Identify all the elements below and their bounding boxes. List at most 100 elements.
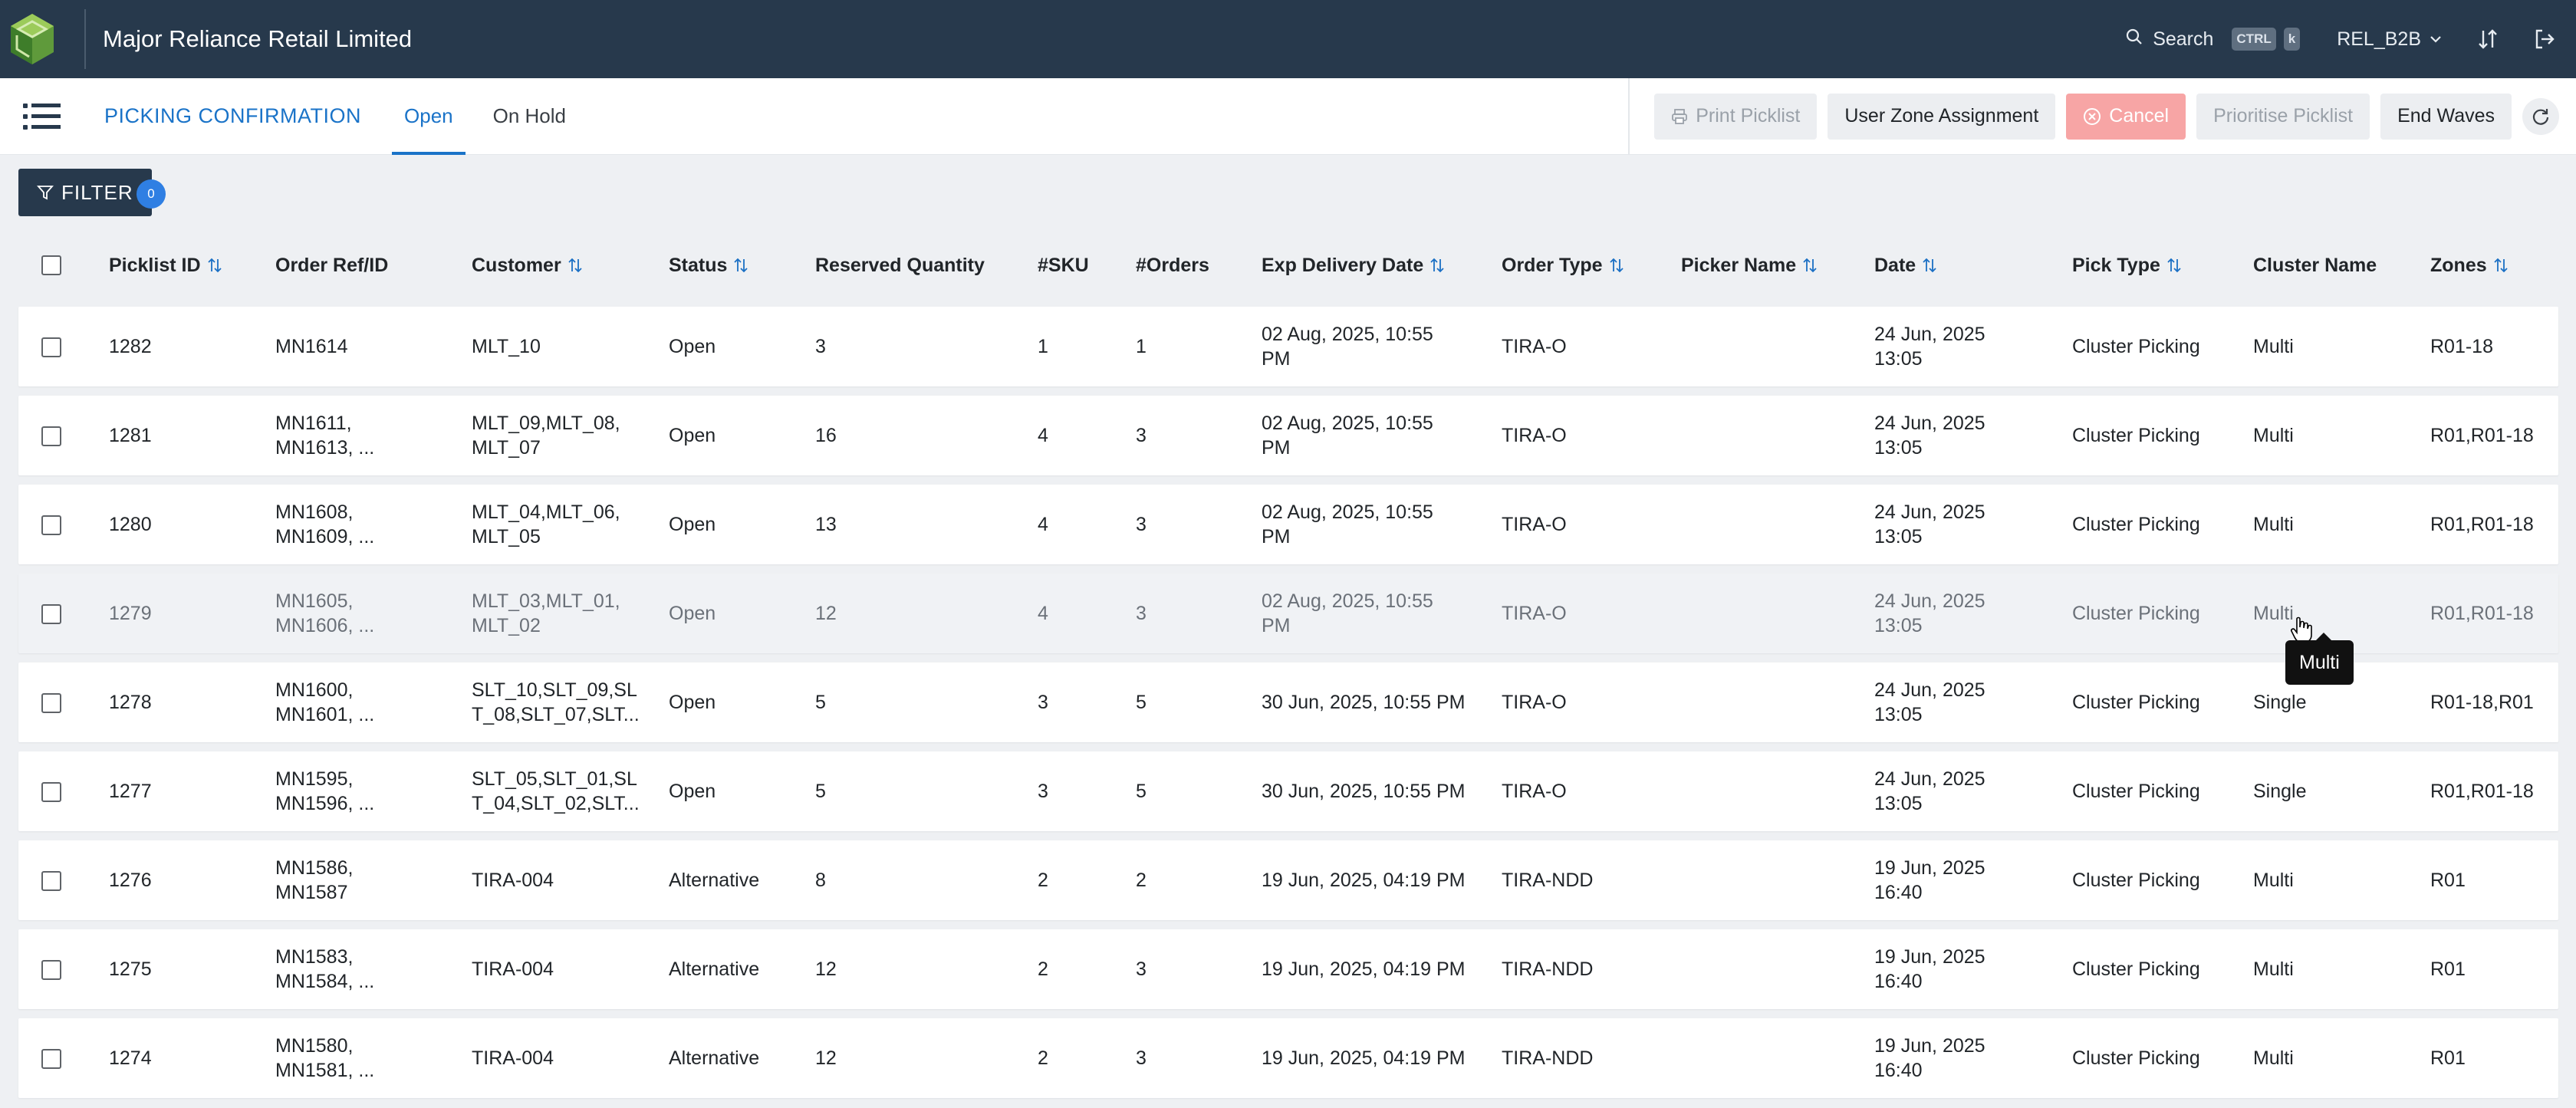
col-date[interactable]: Date — [1874, 253, 1937, 278]
col-picker-name[interactable]: Picker Name — [1681, 253, 1818, 278]
user-zone-assignment-button[interactable]: User Zone Assignment — [1828, 93, 2056, 140]
tab-on-hold[interactable]: On Hold — [492, 104, 567, 127]
refresh-icon[interactable] — [2522, 97, 2559, 135]
sort-icon[interactable] — [2478, 28, 2498, 51]
end-waves-button[interactable]: End Waves — [2380, 93, 2512, 140]
cancel-button[interactable]: Cancel — [2066, 93, 2186, 140]
sort-arrows-icon[interactable] — [1922, 257, 1937, 274]
cell-customer: TIRA-004 — [472, 958, 554, 980]
cell-status: Open — [669, 514, 716, 535]
cell-date: 24 Jun, 2025 13:05 — [1874, 590, 1985, 636]
row-checkbox[interactable] — [41, 960, 61, 980]
sort-arrows-icon[interactable] — [1429, 257, 1445, 274]
col-order-type[interactable]: Order Type — [1502, 253, 1624, 278]
col-order-ref: Order Ref/ID — [275, 253, 388, 278]
table-row[interactable]: 1281 MN1611, MN1613, ... MLT_09,MLT_08, ML… — [18, 396, 2558, 475]
print-picklist-button[interactable]: Print Picklist — [1654, 93, 1818, 140]
cell-order-ref: MN1608, MN1609, ... — [275, 501, 375, 547]
cell-orders-count: 2 — [1136, 870, 1147, 891]
cell-zones: R01 — [2430, 958, 2466, 980]
col-sku-label: #SKU — [1038, 255, 1089, 276]
action-toolbar: Print Picklist User Zone Assignment Canc… — [1628, 77, 2576, 155]
cell-order-ref: MN1595, MN1596, ... — [275, 768, 375, 814]
row-checkbox[interactable] — [41, 515, 61, 535]
table-row[interactable]: 1282 MN1614 MLT_10 Open 3 1 1 02 Aug, 2025, 10:… — [18, 307, 2558, 386]
col-cluster-name-label: Cluster Name — [2253, 255, 2377, 276]
tab-open[interactable]: Open — [392, 78, 466, 155]
logout-icon[interactable] — [2533, 28, 2556, 51]
search-icon — [2125, 28, 2153, 51]
cell-reserved-quantity: 12 — [815, 1047, 837, 1069]
table-row[interactable]: 1276 MN1586, MN1587 TIRA-004 Alternative 8 2 2… — [18, 840, 2558, 920]
col-cluster-name: Cluster Name — [2253, 253, 2377, 278]
filter-count-badge: 0 — [137, 179, 166, 209]
select-all-checkbox[interactable] — [41, 255, 61, 275]
row-checkbox[interactable] — [41, 782, 61, 802]
table-row[interactable]: 1275 MN1583, MN1584, ... TIRA-004 Alternati… — [18, 929, 2558, 1009]
top-bar: Major Reliance Retail Limited Search CTR… — [0, 0, 2576, 78]
table-row[interactable]: 1279 MN1605, MN1606, ... MLT_03,MLT_01, ML… — [18, 574, 2558, 653]
row-checkbox[interactable] — [41, 693, 61, 713]
cell-sku-count: 3 — [1038, 692, 1048, 713]
col-exp-delivery-date[interactable]: Exp Delivery Date — [1262, 253, 1445, 278]
col-sku: #SKU — [1038, 253, 1089, 278]
sort-arrows-icon[interactable] — [568, 257, 583, 274]
cell-exp-delivery-date: 02 Aug, 2025, 10:55 PM — [1262, 324, 1433, 370]
table-row[interactable]: 1280 MN1608, MN1609, ... MLT_04,MLT_06, ML… — [18, 485, 2558, 564]
col-exp-delivery-label: Exp Delivery Date — [1262, 255, 1424, 276]
cell-picklist-id: 1275 — [109, 958, 152, 980]
sort-arrows-icon[interactable] — [733, 257, 748, 274]
col-picklist-id[interactable]: Picklist ID — [109, 253, 222, 278]
cell-cluster-name: Single — [2253, 781, 2307, 802]
cell-reserved-quantity: 12 — [815, 958, 837, 980]
sort-arrows-icon[interactable] — [2493, 257, 2509, 274]
col-status[interactable]: Status — [669, 253, 748, 278]
print-picklist-label: Print Picklist — [1696, 105, 1801, 127]
row-checkbox[interactable] — [41, 337, 61, 357]
col-customer[interactable]: Customer — [472, 253, 583, 278]
col-order-ref-label: Order Ref/ID — [275, 255, 389, 276]
menu-icon[interactable] — [23, 103, 64, 130]
col-pick-type[interactable]: Pick Type — [2072, 253, 2182, 278]
col-zones[interactable]: Zones — [2430, 253, 2509, 278]
cell-date: 24 Jun, 2025 13:05 — [1874, 679, 1985, 725]
cell-exp-delivery-date: 02 Aug, 2025, 10:55 PM — [1262, 501, 1433, 547]
table-row[interactable]: 1274 MN1580, MN1581, ... TIRA-004 Alternati… — [18, 1018, 2558, 1098]
sort-arrows-icon[interactable] — [1802, 257, 1818, 274]
cell-pick-type: Cluster Picking — [2072, 781, 2200, 802]
cell-picklist-id: 1276 — [109, 870, 152, 891]
cell-order-type: TIRA-O — [1502, 603, 1567, 624]
account-selector[interactable]: REL_B2B — [2337, 28, 2443, 51]
sort-arrows-icon[interactable] — [2166, 257, 2182, 274]
cell-customer: SLT_05,SLT_01,SL T_04,SLT_02,SLT... — [472, 768, 640, 814]
cell-pick-type: Cluster Picking — [2072, 870, 2200, 891]
sort-arrows-icon[interactable] — [207, 257, 222, 274]
cell-date: 24 Jun, 2025 13:05 — [1874, 413, 1985, 459]
cell-exp-delivery-date: 19 Jun, 2025, 04:19 PM — [1262, 870, 1466, 891]
prioritise-picklist-button[interactable]: Prioritise Picklist — [2196, 93, 2370, 140]
app-logo-icon[interactable] — [0, 0, 64, 78]
account-code: REL_B2B — [2337, 28, 2421, 50]
cell-date: 19 Jun, 2025 16:40 — [1874, 857, 1985, 903]
col-picker-name-label: Picker Name — [1681, 255, 1797, 276]
cell-sku-count: 4 — [1038, 425, 1048, 446]
global-search[interactable]: Search CTRL k — [2125, 28, 2301, 51]
row-checkbox[interactable] — [41, 426, 61, 446]
cell-order-ref: MN1583, MN1584, ... — [275, 946, 375, 992]
row-checkbox[interactable] — [41, 1049, 61, 1069]
table-row[interactable]: 1278 MN1600, MN1601, ... SLT_10,SLT_09,SL … — [18, 662, 2558, 742]
cell-picklist-id: 1274 — [109, 1047, 152, 1069]
filter-button[interactable]: FILTER — [18, 169, 152, 216]
shortcut-ctrl: CTRL — [2232, 28, 2276, 51]
cell-order-type: TIRA-O — [1502, 336, 1567, 357]
table-row[interactable]: 1277 MN1595, MN1596, ... SLT_05,SLT_01,SL … — [18, 751, 2558, 831]
sort-arrows-icon[interactable] — [1609, 257, 1624, 274]
row-checkbox[interactable] — [41, 871, 61, 891]
row-checkbox[interactable] — [41, 604, 61, 624]
cell-sku-count: 4 — [1038, 603, 1048, 624]
col-picklist-id-label: Picklist ID — [109, 255, 201, 276]
cell-orders-count: 3 — [1136, 1047, 1147, 1069]
cell-orders-count: 5 — [1136, 692, 1147, 713]
cell-order-type: TIRA-NDD — [1502, 958, 1594, 980]
cell-reserved-quantity: 5 — [815, 781, 826, 802]
